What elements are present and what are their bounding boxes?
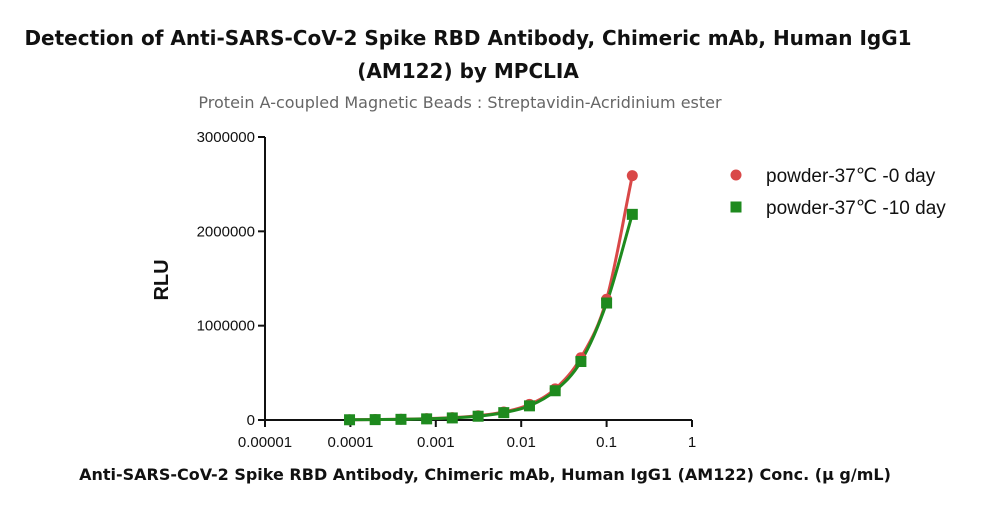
data-point-series-1 [369,414,381,426]
data-point-series-1 [395,413,407,425]
data-point-series-1 [575,356,587,368]
legend: powder-37℃ -0 day powder-37℃ -10 day [730,166,946,219]
legend-marker-series-0 [730,169,742,181]
x-tick-label: 0.0001 [327,434,373,451]
data-point-series-1 [498,407,510,419]
y-tick-label: 3000000 [197,129,255,146]
data-point-series-1 [472,410,484,422]
fit-curve-series-0 [349,175,634,422]
x-tick-label: 0.1 [596,434,617,451]
axes [264,137,692,421]
data-point-series-1 [523,400,535,412]
y-axis-label: RLU [151,259,173,300]
chart-title-line-1: Detection of Anti-SARS-CoV-2 Spike RBD A… [24,26,911,50]
data-point-series-1 [601,297,613,309]
fit-curves [349,175,634,422]
x-axis-label: Anti-SARS-CoV-2 Spike RBD Antibody, Chim… [79,465,891,484]
legend-marker-series-1 [730,201,742,213]
data-points [344,170,638,426]
fit-curve-series-1 [349,213,634,422]
y-tick-label: 0 [247,412,255,429]
x-tick-label: 1 [688,434,696,451]
x-tick-label: 0.01 [507,434,536,451]
data-point-series-1 [626,208,638,220]
x-tick-label: 0.00001 [238,434,292,451]
data-point-series-1 [446,412,458,424]
ticks: 0.00001 0.0001 0.001 0.01 0.1 1 0 1000000 200000… [197,129,697,451]
legend-label-series-1: powder-37℃ -10 day [766,198,946,219]
data-point-series-1 [344,414,356,426]
legend-label-series-0: powder-37℃ -0 day [766,166,936,187]
data-point-series-1 [421,413,433,425]
data-point-series-1 [549,385,561,397]
chart-title-line-2: (AM122) by MPCLIA [357,59,579,83]
y-tick-label: 1000000 [197,318,255,335]
chart-subtitle: Protein A-coupled Magnetic Beads : Strep… [198,93,722,112]
data-point-series-0 [626,170,638,182]
x-tick-label: 0.001 [417,434,455,451]
y-tick-label: 2000000 [197,223,255,240]
